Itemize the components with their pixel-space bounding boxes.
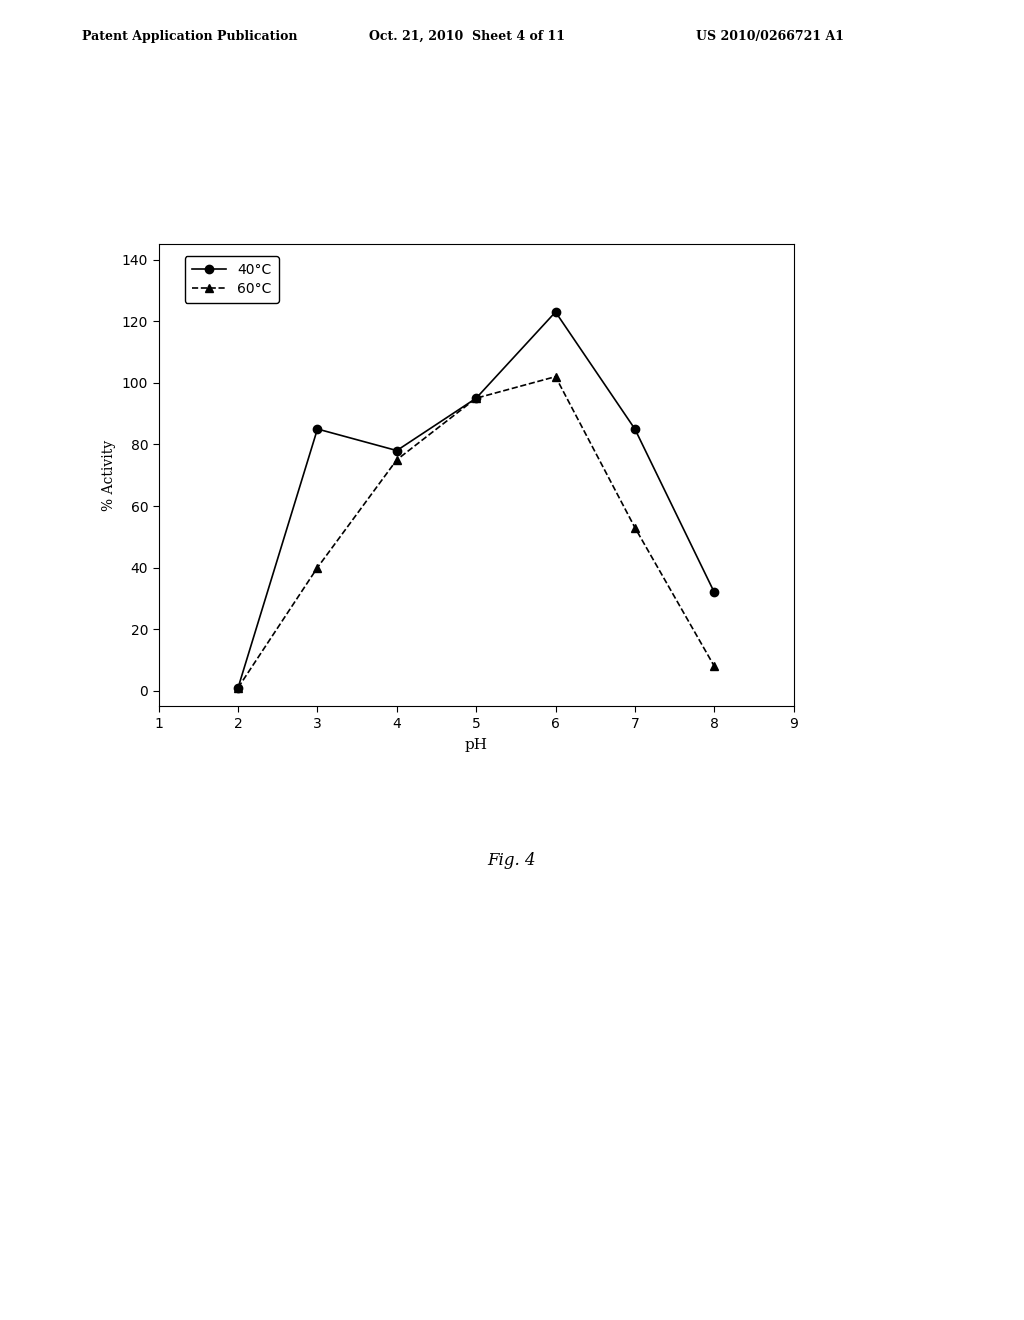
Y-axis label: % Activity: % Activity xyxy=(102,440,117,511)
Text: Oct. 21, 2010  Sheet 4 of 11: Oct. 21, 2010 Sheet 4 of 11 xyxy=(369,29,564,42)
40°C xyxy=(311,421,324,437)
60°C xyxy=(709,659,721,675)
Line: 60°C: 60°C xyxy=(233,372,719,692)
60°C xyxy=(311,560,324,576)
Text: Fig. 4: Fig. 4 xyxy=(487,851,537,869)
40°C xyxy=(391,442,403,458)
60°C xyxy=(231,680,244,696)
40°C xyxy=(470,391,482,407)
X-axis label: pH: pH xyxy=(465,738,487,751)
Text: Patent Application Publication: Patent Application Publication xyxy=(82,29,297,42)
60°C xyxy=(629,520,641,536)
40°C xyxy=(549,304,561,319)
Line: 40°C: 40°C xyxy=(233,308,719,692)
40°C xyxy=(629,421,641,437)
60°C xyxy=(391,451,403,467)
60°C xyxy=(470,391,482,407)
60°C xyxy=(549,368,561,384)
40°C xyxy=(231,680,244,696)
Text: US 2010/0266721 A1: US 2010/0266721 A1 xyxy=(696,29,845,42)
40°C xyxy=(709,585,721,601)
Legend: 40°C, 60°C: 40°C, 60°C xyxy=(184,256,279,304)
